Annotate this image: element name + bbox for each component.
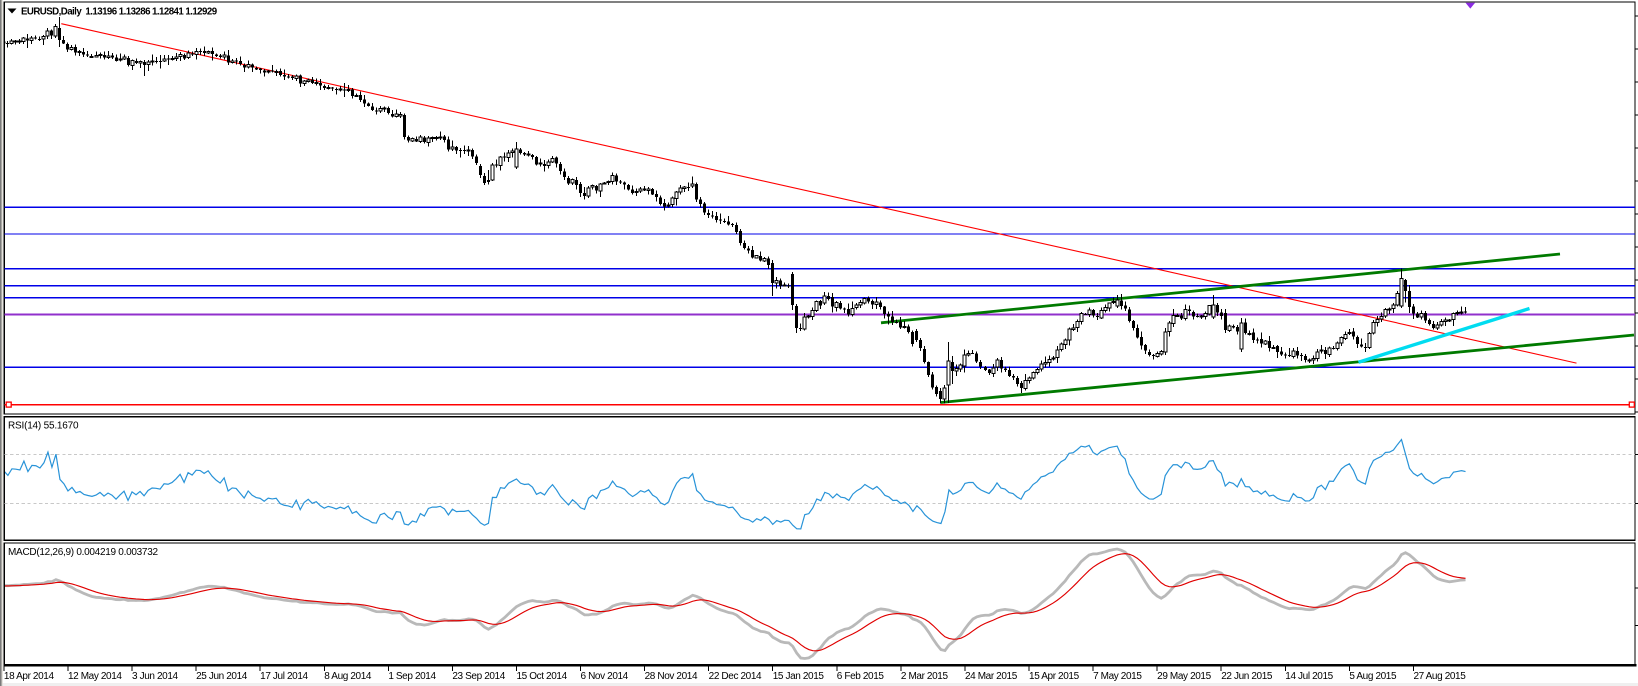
svg-text:29 May 2015: 29 May 2015: [1157, 671, 1211, 682]
svg-text:17 Jul 2014: 17 Jul 2014: [260, 671, 308, 682]
svg-text:12 May 2014: 12 May 2014: [68, 671, 122, 682]
svg-text:EURUSD,Daily 1.13196 1.13286: EURUSD,Daily 1.13196 1.13286 1.12841 1.1…: [21, 7, 218, 18]
svg-text:8 Aug 2014: 8 Aug 2014: [324, 671, 372, 682]
svg-text:27 Aug 2015: 27 Aug 2015: [1413, 671, 1466, 682]
svg-text:5 Aug 2015: 5 Aug 2015: [1349, 671, 1397, 682]
svg-text:7 May 2015: 7 May 2015: [1093, 671, 1142, 682]
svg-text:15 Jan 2015: 15 Jan 2015: [773, 671, 825, 682]
svg-text:6 Feb 2015: 6 Feb 2015: [837, 671, 885, 682]
svg-text:24 Mar 2015: 24 Mar 2015: [965, 671, 1018, 682]
svg-text:22 Jun 2015: 22 Jun 2015: [1221, 671, 1273, 682]
svg-text:1 Sep 2014: 1 Sep 2014: [388, 671, 436, 682]
svg-text:15 Apr 2015: 15 Apr 2015: [1029, 671, 1080, 682]
svg-text:6 Nov 2014: 6 Nov 2014: [581, 671, 629, 682]
svg-text:23 Sep 2014: 23 Sep 2014: [452, 671, 505, 682]
svg-text:MACD(12,26,9) 0.004219 0.00373: MACD(12,26,9) 0.004219 0.003732: [8, 547, 158, 558]
svg-text:28 Nov 2014: 28 Nov 2014: [645, 671, 698, 682]
svg-text:3 Jun 2014: 3 Jun 2014: [132, 671, 179, 682]
svg-text:14 Jul 2015: 14 Jul 2015: [1285, 671, 1333, 682]
svg-text:18 Apr 2014: 18 Apr 2014: [4, 671, 55, 682]
svg-text:RSI(14) 55.1670: RSI(14) 55.1670: [8, 421, 79, 432]
svg-text:25 Jun 2014: 25 Jun 2014: [196, 671, 248, 682]
svg-text:22 Dec 2014: 22 Dec 2014: [709, 671, 762, 682]
svg-text:15 Oct 2014: 15 Oct 2014: [516, 671, 567, 682]
svg-text:2 Mar 2015: 2 Mar 2015: [901, 671, 949, 682]
